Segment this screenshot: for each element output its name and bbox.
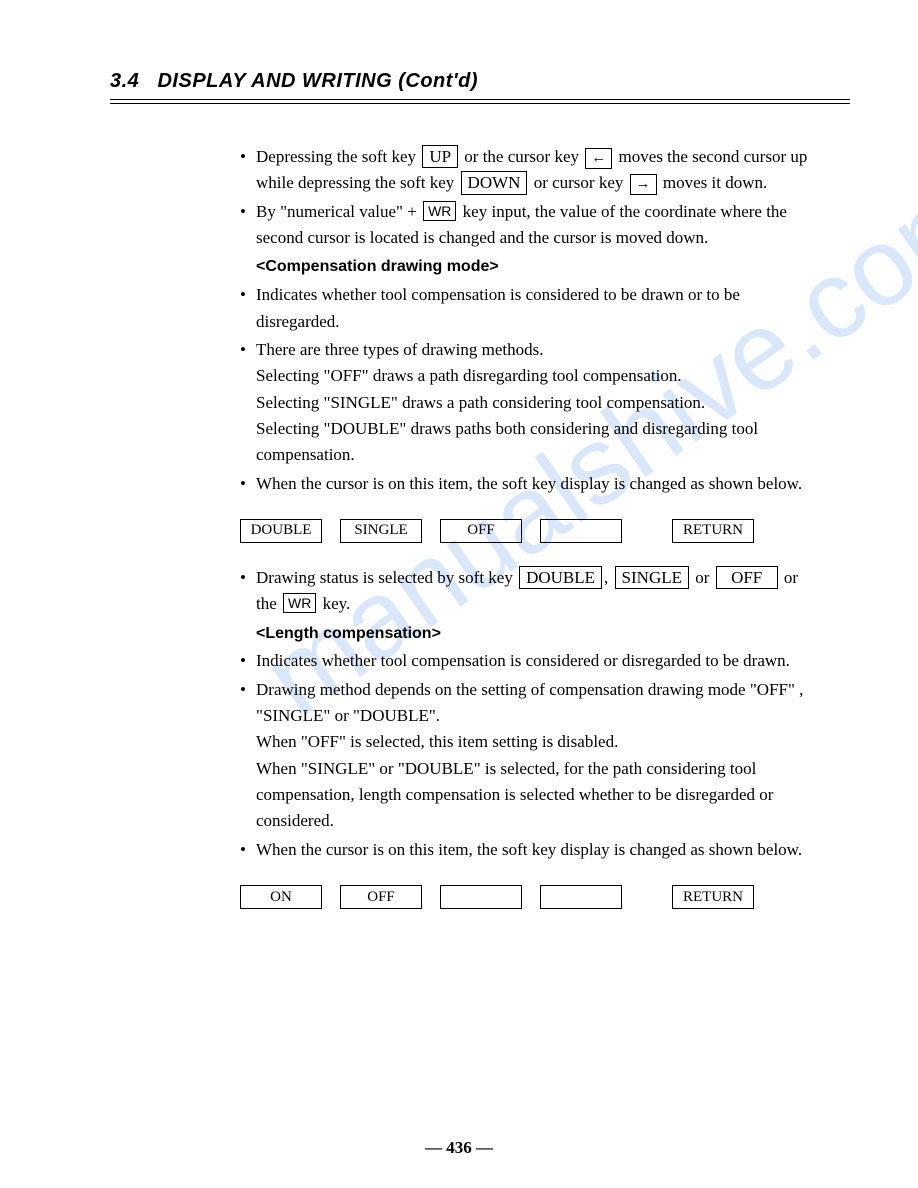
subheading-compensation-mode: <Compensation drawing mode> bbox=[256, 255, 820, 280]
softkey-off: OFF bbox=[440, 519, 522, 543]
text-fragment: Depressing the soft key bbox=[256, 147, 420, 166]
text-fragment: or cursor key bbox=[529, 173, 627, 192]
bullet-marker: • bbox=[240, 648, 256, 674]
bullet-marker: • bbox=[240, 471, 256, 497]
bullet-marker: • bbox=[240, 337, 256, 469]
softkey-off: OFF bbox=[340, 885, 422, 909]
bullet-5: • When the cursor is on this item, the s… bbox=[240, 471, 820, 497]
softkey-double: DOUBLE bbox=[240, 519, 322, 543]
bullet-text: Indicates whether tool compensation is c… bbox=[256, 648, 820, 674]
bullet-marker: • bbox=[240, 565, 256, 618]
bullet-7: • Indicates whether tool compensation is… bbox=[240, 648, 820, 674]
softkey-empty bbox=[540, 519, 622, 543]
down-key: DOWN bbox=[461, 171, 528, 194]
softkey-on: ON bbox=[240, 885, 322, 909]
page: 3.4 DISPLAY AND WRITING (Cont'd) • Depre… bbox=[0, 0, 918, 971]
bullet-text: Drawing status is selected by soft key D… bbox=[256, 565, 820, 618]
text-fragment: moves it down. bbox=[659, 173, 768, 192]
bullet-marker: • bbox=[240, 199, 256, 252]
wr-key: WR bbox=[423, 201, 456, 221]
text-fragment: , bbox=[604, 568, 613, 587]
bullet-text: Indicates whether tool compensation is c… bbox=[256, 282, 820, 335]
softkey-return: RETURN bbox=[672, 885, 754, 909]
text-fragment: When "OFF" is selected, this item settin… bbox=[256, 732, 618, 751]
bullet-text: There are three types of drawing methods… bbox=[256, 337, 820, 469]
bullet-text: Drawing method depends on the setting of… bbox=[256, 677, 820, 835]
softkey-row-1: DOUBLE SINGLE OFF RETURN bbox=[240, 519, 820, 543]
text-fragment: key. bbox=[318, 594, 350, 613]
bullet-9: • When the cursor is on this item, the s… bbox=[240, 837, 820, 863]
bullet-marker: • bbox=[240, 677, 256, 835]
section-heading: 3.4 DISPLAY AND WRITING (Cont'd) bbox=[110, 70, 848, 93]
section-rule bbox=[110, 99, 850, 104]
section-number: 3.4 bbox=[110, 70, 139, 92]
text-fragment: Selecting "SINGLE" draws a path consider… bbox=[256, 393, 705, 412]
text-fragment: By "numerical value" + bbox=[256, 202, 421, 221]
section-title-text: DISPLAY AND WRITING (Cont'd) bbox=[157, 70, 478, 92]
bullet-1: • Depressing the soft key UP or the curs… bbox=[240, 144, 820, 197]
bullet-2: • By "numerical value" + WR key input, t… bbox=[240, 199, 820, 252]
text-fragment: Selecting "OFF" draws a path disregardin… bbox=[256, 366, 682, 385]
text-fragment: Drawing status is selected by soft key bbox=[256, 568, 517, 587]
bullet-text: When the cursor is on this item, the sof… bbox=[256, 471, 820, 497]
text-fragment: Selecting "DOUBLE" draws paths both cons… bbox=[256, 419, 758, 464]
bullet-text: By "numerical value" + WR key input, the… bbox=[256, 199, 820, 252]
off-key: OFF bbox=[716, 566, 778, 589]
bullet-marker: • bbox=[240, 282, 256, 335]
page-number: — 436 — bbox=[0, 1138, 918, 1158]
bullet-marker: • bbox=[240, 837, 256, 863]
softkey-empty bbox=[440, 885, 522, 909]
softkey-empty bbox=[540, 885, 622, 909]
body-content: • Depressing the soft key UP or the curs… bbox=[240, 144, 820, 909]
softkey-return: RETURN bbox=[672, 519, 754, 543]
single-key: SINGLE bbox=[615, 566, 689, 589]
arrow-right-key: → bbox=[630, 174, 657, 195]
bullet-4: • There are three types of drawing metho… bbox=[240, 337, 820, 469]
softkey-single: SINGLE bbox=[340, 519, 422, 543]
double-key: DOUBLE bbox=[519, 566, 602, 589]
softkey-row-2: ON OFF RETURN bbox=[240, 885, 820, 909]
up-key: UP bbox=[422, 145, 458, 168]
bullet-6: • Drawing status is selected by soft key… bbox=[240, 565, 820, 618]
bullet-text: When the cursor is on this item, the sof… bbox=[256, 837, 820, 863]
subheading-length-compensation: <Length compensation> bbox=[256, 622, 820, 647]
arrow-left-key: ← bbox=[585, 148, 612, 169]
text-fragment: There are three types of drawing methods… bbox=[256, 340, 543, 359]
bullet-marker: • bbox=[240, 144, 256, 197]
text-fragment: or bbox=[691, 568, 714, 587]
bullet-8: • Drawing method depends on the setting … bbox=[240, 677, 820, 835]
bullet-text: Depressing the soft key UP or the cursor… bbox=[256, 144, 820, 197]
bullet-3: • Indicates whether tool compensation is… bbox=[240, 282, 820, 335]
text-fragment: When "SINGLE" or "DOUBLE" is selected, f… bbox=[256, 759, 773, 831]
text-fragment: Drawing method depends on the setting of… bbox=[256, 680, 803, 725]
wr-key: WR bbox=[283, 593, 316, 613]
text-fragment: or the cursor key bbox=[460, 147, 583, 166]
